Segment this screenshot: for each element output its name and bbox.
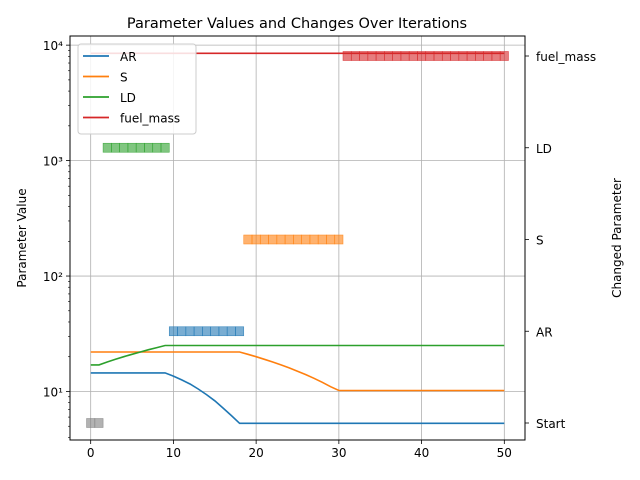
x-tick-label: 30 [331, 446, 346, 460]
right-tick-label: Start [536, 417, 566, 431]
change-marker [86, 418, 96, 428]
x-tick-label: 20 [248, 446, 263, 460]
change-marker [334, 234, 344, 245]
legend-box [77, 43, 197, 135]
change-marker [293, 234, 302, 245]
change-marker [243, 234, 253, 245]
change-marker [218, 326, 228, 337]
y-tick-label: 10² [43, 270, 63, 284]
change-marker [193, 326, 203, 337]
change-marker [317, 234, 327, 245]
change-marker [326, 234, 336, 245]
change-marker [226, 326, 236, 337]
legend-label: LD [120, 91, 136, 105]
x-tick-label: 10 [166, 446, 181, 460]
change-marker [276, 234, 286, 245]
x-tick-label: 50 [497, 446, 512, 460]
series-line [90, 344, 505, 366]
change-marker [160, 142, 170, 153]
legend-label: AR [120, 50, 137, 64]
series-line [90, 372, 505, 425]
x-tick-label: 40 [414, 446, 429, 460]
x-axis: 0 10 20 30 40 50 [87, 440, 512, 460]
change-marker [251, 234, 261, 245]
change-marker [268, 234, 278, 245]
right-axis-label: Changed Parameter [610, 178, 624, 298]
change-marker [210, 326, 220, 337]
change-marker [202, 326, 211, 337]
change-marker [284, 234, 294, 245]
plot-frame [69, 35, 526, 441]
y-tick-label: 10⁴ [43, 39, 63, 53]
change-marker [301, 234, 311, 245]
series-line [90, 351, 505, 392]
change-marker [152, 142, 162, 153]
right-tick-label: AR [536, 325, 553, 339]
change-marker [119, 142, 129, 153]
legend-label: S [120, 71, 128, 85]
legend: AR S LD fuel_mass [77, 43, 197, 135]
change-marker [111, 142, 120, 153]
change-marker [235, 326, 245, 337]
y-tick-label: 10¹ [43, 385, 63, 399]
right-tick-label: S [536, 234, 544, 248]
right-tick-label: fuel_mass [536, 50, 596, 64]
y-axis-label: Parameter Value [15, 188, 29, 287]
change-markers [86, 51, 509, 428]
change-marker [127, 142, 137, 153]
change-marker [135, 142, 145, 153]
y-axis-right: Start AR S LD fuel_mass [525, 50, 596, 431]
y-tick-label: 10³ [43, 155, 63, 169]
change-marker [168, 326, 178, 337]
change-marker [309, 234, 319, 245]
change-marker [177, 326, 187, 337]
y-axis-left: 10¹ 10² 10³ 10⁴ [43, 39, 70, 438]
chart-title: Parameter Values and Changes Over Iterat… [127, 16, 467, 32]
x-tick-label: 0 [87, 446, 95, 460]
change-marker [499, 51, 509, 61]
legend-label: fuel_mass [120, 112, 180, 126]
change-marker [144, 142, 154, 153]
change-marker [185, 326, 195, 337]
change-marker [102, 142, 112, 153]
right-tick-label: LD [536, 142, 552, 156]
change-marker [94, 418, 104, 428]
change-marker [259, 234, 269, 245]
